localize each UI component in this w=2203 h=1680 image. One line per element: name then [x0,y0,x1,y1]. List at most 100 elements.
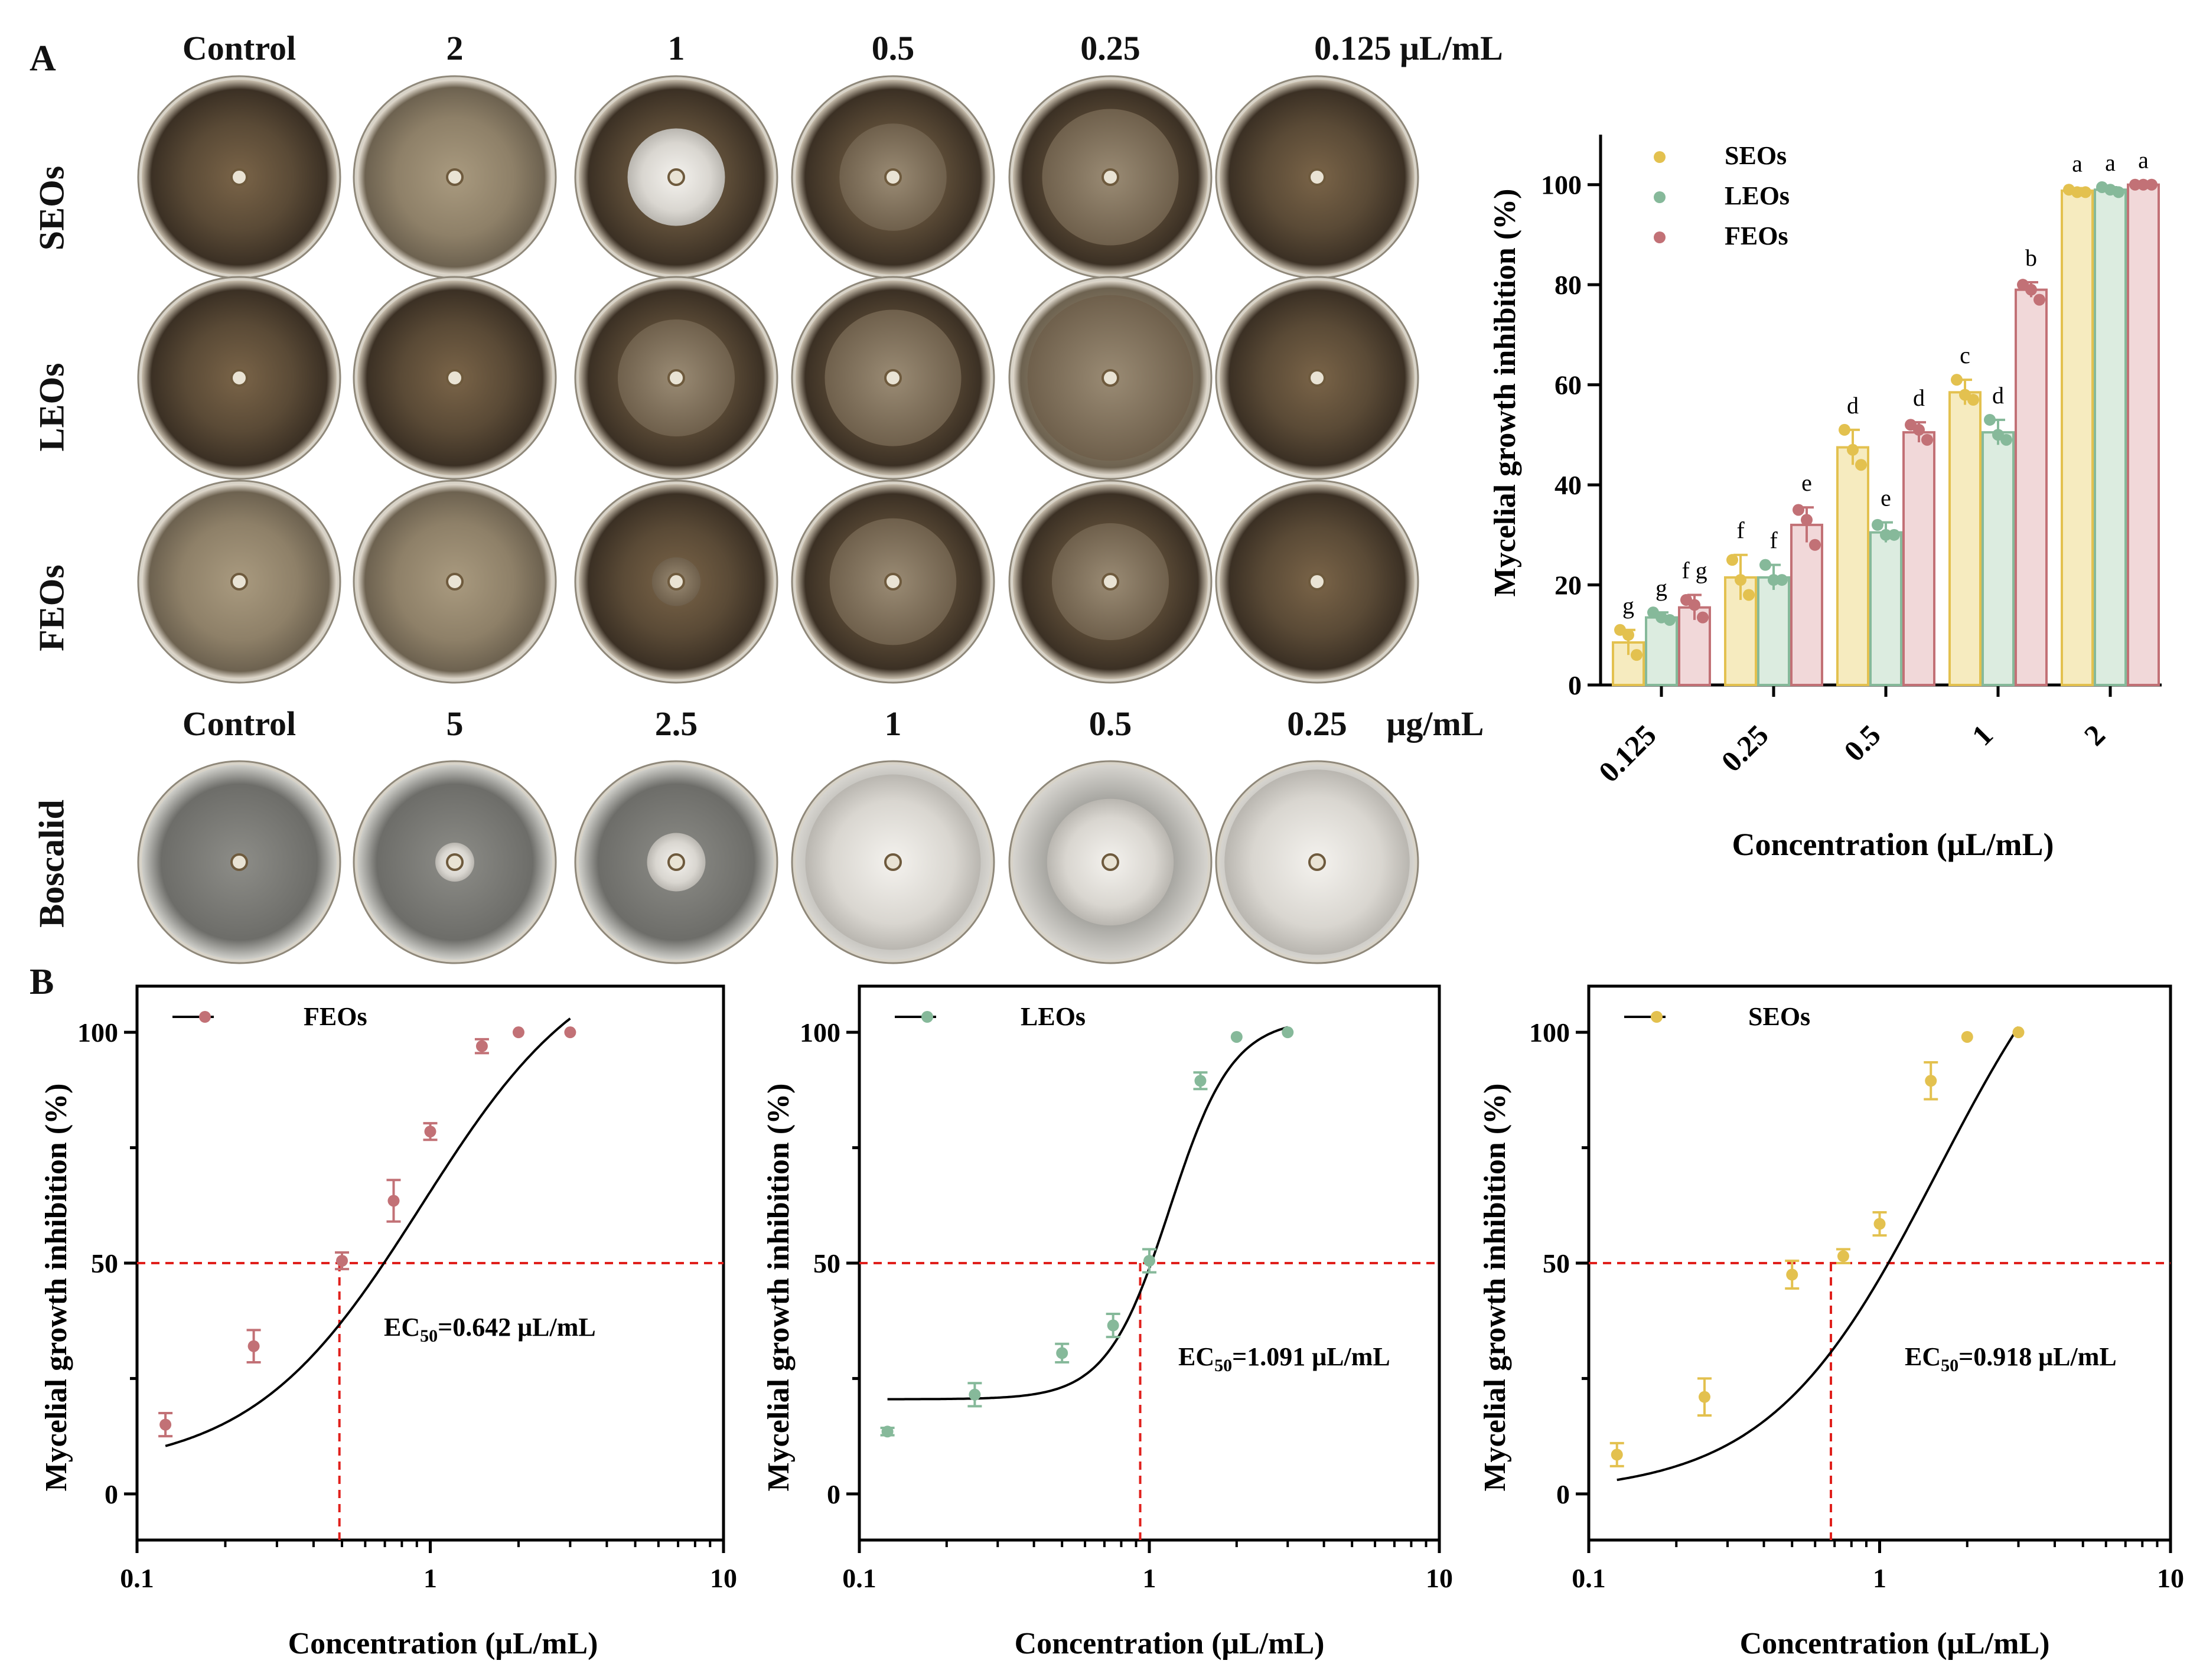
column-label-boscalid-control: Control [182,704,296,743]
significance-letter: f [1769,527,1778,554]
dr-leos-legend-label: LEOs [1021,1002,1086,1031]
dr-y-tick-label: 0 [1556,1479,1570,1509]
petri-plate [1008,760,1213,964]
bar [1790,523,1823,686]
dr-point [969,1388,981,1401]
dr-seos-ec50-value: =0.918 μL/mL [1958,1342,2117,1371]
dr-point [159,1418,172,1431]
significance-letter: f g [1681,557,1707,583]
dr-point [247,1340,260,1352]
petri-plate [574,479,778,684]
bar-point [1847,443,1859,456]
dr-y-tick-label: 0 [105,1479,118,1509]
bar-legend-label: LEOs [1725,181,1790,210]
bar-point [1776,574,1788,586]
bar-point [1921,433,1933,446]
inoculum-plug [667,853,685,871]
bar-x-tick-label: 0.25 [1715,718,1774,778]
dr-point [512,1026,524,1039]
dr-point [564,1026,576,1039]
petri-plate [137,479,341,684]
dr-seos-ec50: EC50=0.918 μL/mL [1905,1342,2117,1375]
significance-letter: e [1801,469,1812,496]
significance-letter: a [2138,147,2149,174]
column-label-0-125: 0.125 μL/mL [1314,29,1503,67]
bar-x-axis-label: Concentration (μL/mL) [1732,827,2054,862]
dose-response-leos: Mycelial growth inhibition (%) Concentra… [762,984,1453,1661]
dr-point [387,1195,400,1207]
inoculum-plug [230,168,248,186]
bar-point [1726,554,1738,566]
dr-y-tick-label: 0 [827,1479,840,1509]
dr-point [2012,1026,2025,1039]
petri-plate [1008,276,1213,480]
dose-response-charts: Mycelial growth inhibition (%) Concentra… [40,984,2184,1661]
significance-letter: g [1655,575,1667,601]
bar-y-tick-label: 0 [1568,670,1582,700]
bar-point [1622,629,1634,641]
dr-leos-ec50-prefix: EC [1178,1342,1214,1371]
petri-plate [1215,479,1419,684]
significance-letter: a [2105,149,2116,176]
dr-point [1698,1391,1710,1403]
inoculum-plug [446,853,464,871]
bar-point [2080,186,2091,198]
dr-point [424,1126,436,1138]
dr-seos-legend-label: SEOs [1748,1002,1810,1031]
bar [2061,189,2094,686]
dr-y-tick-label: 50 [1543,1248,1570,1278]
column-label-boscalid-0-5: 0.5 [1089,704,1132,743]
bar [1836,446,1869,687]
bar-y-axis-label: Mycelial growth inhibition (%) [1488,189,1522,597]
dr-x-tick-label: 0.1 [120,1563,154,1593]
dr-seos-ec50-prefix: EC [1905,1342,1941,1371]
bar-point [2146,178,2158,191]
bar-y-tick-label: 40 [1555,470,1582,500]
bar [2094,188,2127,686]
petri-plate [1008,75,1213,279]
dr-feos-x-axis-label: Concentration (μL/mL) [288,1627,598,1661]
bar-point [1839,423,1850,436]
inoculum-plug [446,573,464,591]
petri-plate [1215,760,1419,964]
dr-fit-curve [887,1026,1288,1401]
dr-seos-y-axis-label: Mycelial growth inhibition (%) [1478,1084,1512,1492]
petri-plate [137,760,341,964]
inoculum-plug [446,168,464,186]
dr-x-tick-label: 1 [1143,1563,1156,1593]
bar-point [1951,374,1963,386]
inoculum-plug [1102,573,1119,591]
bar-legend-marker [1654,151,1666,163]
inoculum-plug [446,369,464,387]
bar-point [1664,614,1676,626]
inoculum-plug [1308,853,1326,871]
column-label-boscalid-1: 1 [884,704,902,743]
inoculum-plug [1308,369,1326,387]
inoculum-plug [667,168,685,186]
bar-point [1768,574,1780,586]
bar-legend-label: SEOs [1725,141,1787,170]
bar-legend-marker [1654,231,1666,243]
inoculum-plug [667,369,685,387]
dr-point [475,1040,488,1052]
dr-y-tick-label: 100 [1529,1017,1570,1048]
dose-response-feos: Mycelial growth inhibition (%) Concentra… [40,984,737,1661]
bar [1645,616,1678,686]
significance-letter: d [1847,392,1859,419]
bar-y-tick-label: 20 [1555,570,1582,601]
dose-response-seos: Mycelial growth inhibition (%) Concentra… [1478,984,2184,1661]
dr-point [1230,1030,1243,1043]
bar [1869,531,1902,687]
dr-y-tick-label: 50 [813,1248,840,1278]
dr-seos-x-axis-label: Concentration (μL/mL) [1740,1627,2050,1661]
petri-plate [1215,276,1419,480]
bar-point [1735,574,1746,586]
inoculum-plug [884,369,902,387]
column-label-2: 2 [446,29,464,67]
plate-images [137,75,1419,964]
dr-y-tick-label: 50 [91,1248,118,1278]
inoculum-plug [1102,853,1119,871]
significance-letter: e [1881,485,1891,511]
bar-x-tick-label: 0.125 [1592,718,1663,788]
